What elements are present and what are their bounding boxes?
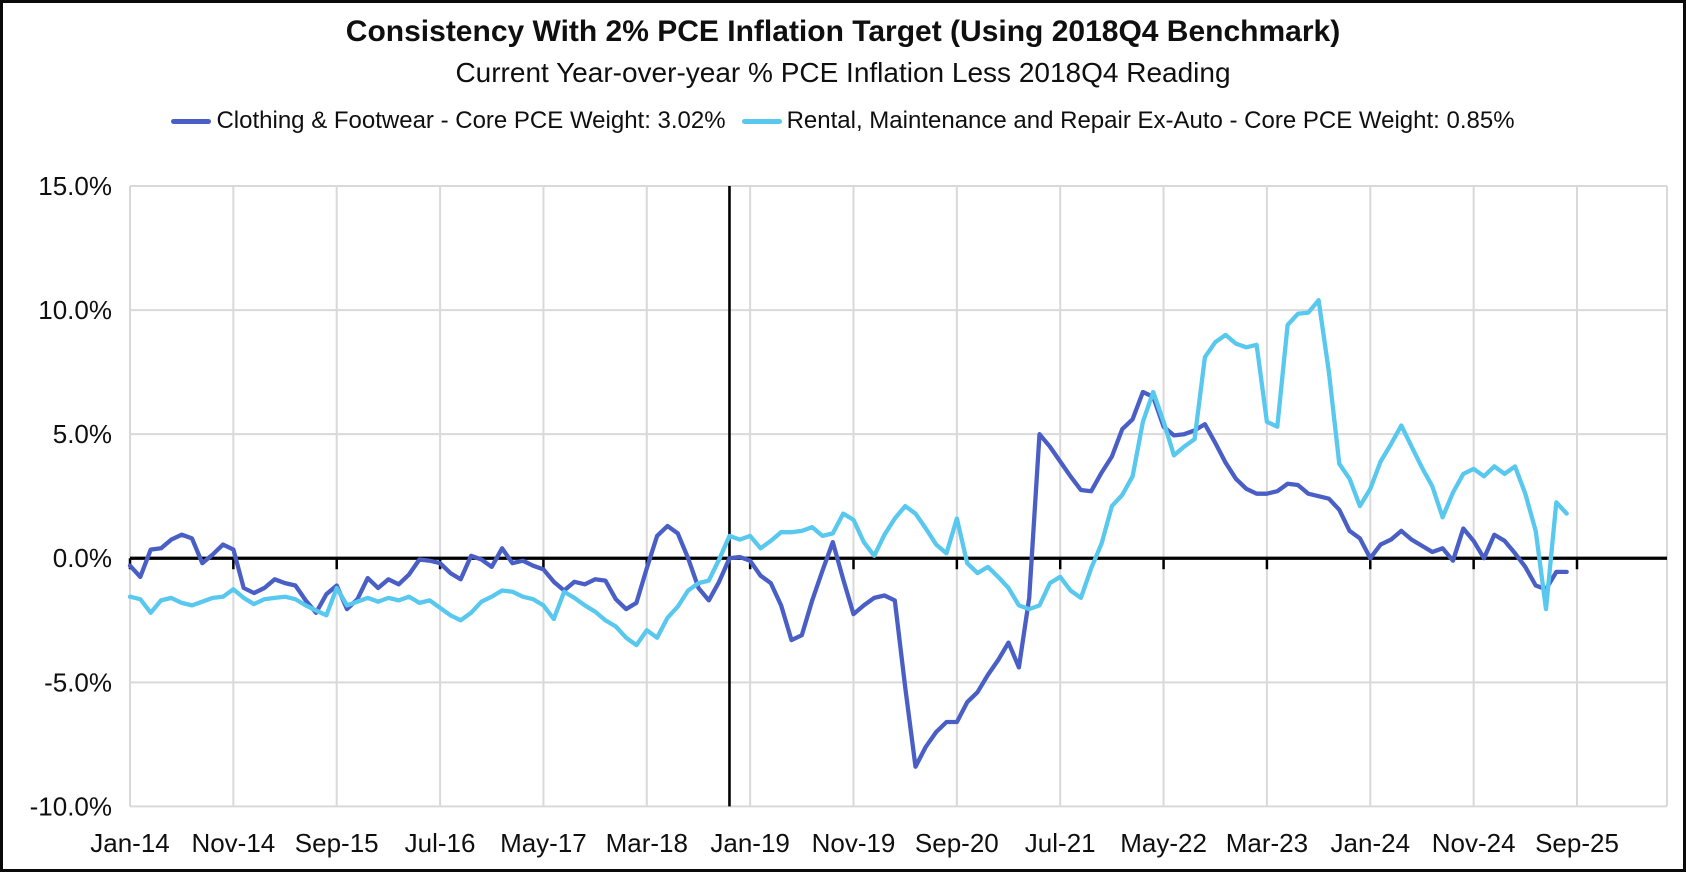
y-axis-label: 5.0% [53, 419, 112, 449]
rental-series-line [127, 298, 1569, 648]
rental-line-marker-icon [741, 118, 782, 124]
x-axis-label: Jan-14 [90, 828, 170, 858]
x-axis-label: May-17 [500, 828, 587, 858]
x-axis-label: Jan-24 [1331, 828, 1411, 858]
x-axis-label: Jul-16 [405, 828, 476, 858]
y-axis-label: 10.0% [38, 295, 112, 325]
y-axis-label: -5.0% [44, 667, 112, 697]
legend-label-rental: Rental, Maintenance and Repair Ex-Auto -… [786, 107, 1515, 134]
x-axis-label: Sep-20 [915, 828, 999, 858]
legend: Clothing & Footwear - Core PCE Weight: 3… [3, 107, 1683, 135]
chart-title: Consistency With 2% PCE Inflation Target… [345, 15, 1341, 48]
y-axis-label: 15.0% [38, 171, 112, 201]
chart-subtitle: Current Year-over-year % PCE Inflation L… [455, 57, 1231, 88]
x-axis-label: Sep-15 [295, 828, 379, 858]
x-axis-label: Jul-21 [1025, 828, 1096, 858]
legend-label-clothing: Clothing & Footwear - Core PCE Weight: 3… [216, 107, 726, 134]
x-axis-label: Jan-19 [710, 828, 790, 858]
y-axis-label: -10.0% [30, 791, 112, 821]
legend-item-rental: Rental, Maintenance and Repair Ex-Auto -… [741, 107, 1515, 135]
y-axis-label: 0.0% [53, 543, 112, 573]
x-axis-label: Mar-18 [606, 828, 688, 858]
x-axis-label: Nov-19 [812, 828, 896, 858]
x-axis-label: Nov-24 [1432, 828, 1516, 858]
clothing-series-line [127, 389, 1569, 769]
x-axis-label: May-22 [1120, 828, 1207, 858]
x-axis-label: Nov-14 [191, 828, 275, 858]
legend-item-clothing: Clothing & Footwear - Core PCE Weight: 3… [171, 107, 726, 135]
x-axis-label: Mar-23 [1226, 828, 1308, 858]
x-axis-label: Sep-25 [1535, 828, 1619, 858]
plot-area: 15.0% 10.0% 5.0% 0.0% -5.0% -10.0% Jan-14 Nov-1… [30, 171, 1668, 858]
clothing-line-marker-icon [171, 118, 212, 124]
